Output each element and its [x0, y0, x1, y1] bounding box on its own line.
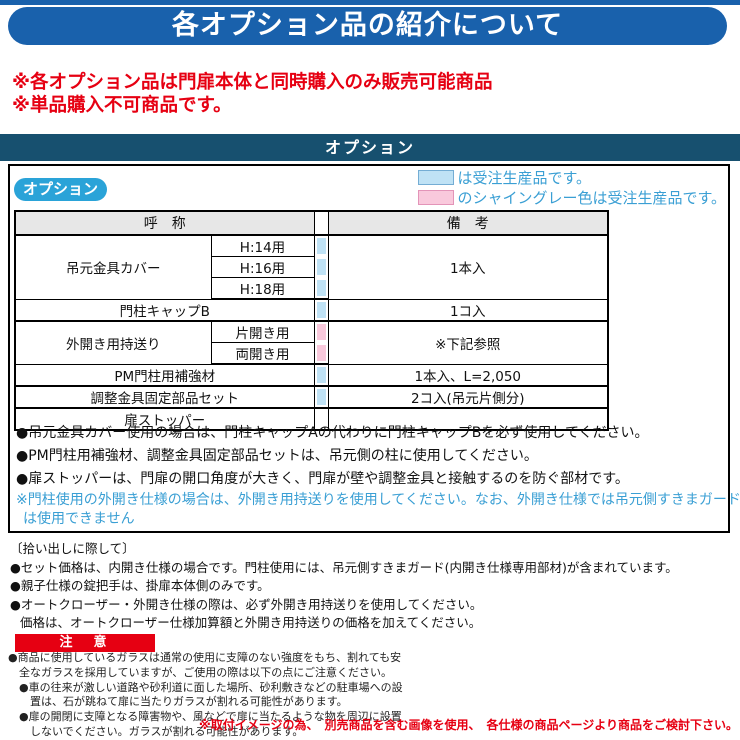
legend-blue-text: は受注生産品です。 — [457, 168, 591, 187]
column-header-remark: 備 考 — [327, 210, 609, 236]
cell-swatch-single-swing — [313, 321, 329, 343]
order-made-blue-chip — [316, 302, 326, 318]
cell-swatch-post-cap — [313, 299, 329, 322]
shine-gray-pink-swatch-icon — [418, 189, 455, 205]
column-header-name: 呼 称 — [14, 210, 315, 236]
cell-hinge-cover-name: 吊元金具カバー — [14, 234, 212, 300]
order-made-blue-chip — [316, 259, 326, 275]
table-row: 扉ストッパー — [14, 407, 609, 431]
box-note-1: ●吊元金具カバー使用の場合は、門柱キャップAの代わりに門柱キャップBを必ず使用し… — [16, 425, 649, 441]
cell-h16: H:16用 — [210, 256, 315, 278]
cell-outward-bracket-name: 外開き用持送り — [14, 320, 212, 365]
purchase-notice-line-2: ※単品購入不可商品です。 — [12, 94, 232, 116]
box-notes: ●吊元金具カバー使用の場合は、門柱キャップAの代わりに門柱キャップBを必ず使用し… — [16, 422, 740, 529]
shine-gray-pink-chip — [316, 324, 326, 341]
cell-pm-post-reinforcement-name: PM門柱用補強材 — [14, 363, 315, 387]
caution-line-2: 全なガラスを採用していますが、ご使用の際は以下の点にご注意ください。 — [19, 665, 393, 679]
table-row: H:18用 — [15, 277, 608, 300]
order-made-blue-chip — [316, 389, 326, 405]
option-tag: オプション — [14, 178, 108, 201]
cell-double-swing: 両開き用 — [210, 342, 315, 365]
legend-pink-text: のシャイングレー色は受注生産品です。 — [457, 188, 726, 207]
cell-swatch-h18 — [313, 277, 329, 300]
purchase-notice: ※各オプション品は門扉本体と同時購入のみ販売可能商品 ※単品購入不可商品です。 — [12, 72, 493, 117]
legend-row-pink: のシャイングレー色は受注生産品です。 — [418, 187, 726, 207]
option-box: オプション は受注生産品です。 のシャイングレー色は受注生産品です。 呼 称 備… — [8, 164, 740, 533]
cell-post-cap-name: 門柱キャップB — [14, 298, 315, 322]
caution-line-4: 置は、石が跳ねて扉に当たりガラスが割れる可能性があります。 — [30, 695, 348, 709]
caution-section: ●商品に使用しているガラスは通常の使用に支障のない強度をもち、割れても安 全なガ… — [8, 651, 403, 740]
caution-line-5: ●扉の開閉に支障となる障害物や、風などで扉に当たるような物を周辺に設置 — [19, 710, 402, 724]
table-row: 外開き用持送り 片開き用 ※下記参照 — [14, 320, 609, 365]
cell-outward-bracket-remark: ※下記参照 — [327, 320, 609, 365]
cell-door-stopper-remark — [327, 407, 609, 431]
cell-swatch-pm-post — [313, 364, 329, 387]
pickup-note-4: 価格は、オートクローザー仕様加算額と外開き用持送りの価格を加えてください。 — [20, 615, 482, 630]
cell-hinge-cover-remark: 1本入 — [327, 234, 609, 300]
caution-line-1: ●商品に使用しているガラスは通常の使用に支障のない強度をもち、割れても安 — [8, 651, 402, 664]
order-made-blue-chip — [316, 367, 326, 383]
table-row: 両開き用 — [15, 342, 608, 365]
box-note-3: ●扉ストッパーは、門扉の開口角度が大きく、門扉が壁や調整金具と接触するのを防ぐ部… — [16, 471, 629, 487]
box-note-4-line-1: ※門柱使用の外開き仕様の場合は、外開き用持送りを使用してください。なお、外開き仕… — [16, 492, 740, 508]
table-header-row: 呼 称 備 考 — [14, 210, 609, 236]
top-accent-bar — [0, 0, 740, 5]
order-made-blue-chip — [316, 238, 326, 255]
cell-h18: H:18用 — [210, 277, 315, 300]
pickup-note-2: ●親子仕様の錠把手は、掛扉本体側のみです。 — [10, 578, 270, 593]
pickup-note-3: ●オートクローザー・外開き仕様の際は、必ず外開き用持送りを使用してください。 — [10, 596, 483, 612]
table-row: 吊元金具カバー H:14用 1本入 — [14, 234, 609, 300]
section-header-bar: オプション — [0, 134, 740, 161]
caution-line-3: ●車の往来が激しい道路や砂利道に面した場所、砂利敷きなどの駐車場への設 — [19, 680, 403, 694]
page-title-banner: 各オプション品の紹介について — [8, 7, 727, 45]
cell-swatch-adjust-fitting — [313, 386, 329, 409]
order-made-blue-swatch-icon — [418, 169, 455, 185]
table-row: 調整金具固定部品セット 2コ入(吊元片側分) — [14, 385, 609, 409]
option-table: 呼 称 備 考 吊元金具カバー H:14用 1本入 H:16用 H:18用 門柱… — [14, 210, 609, 431]
legend-row-blue: は受注生産品です。 — [418, 167, 726, 187]
table-row: 門柱キャップB 1コ入 — [14, 298, 609, 322]
cell-h14: H:14用 — [210, 234, 315, 257]
cell-swatch-h14 — [313, 235, 329, 257]
cell-adjust-fitting-set-remark: 2コ入(吊元片側分) — [327, 385, 609, 409]
order-made-blue-chip — [316, 279, 326, 296]
cell-door-stopper-name: 扉ストッパー — [14, 407, 315, 431]
pickup-heading: 〔拾い出しに際して〕 — [10, 541, 135, 556]
page-title: 各オプション品の紹介について — [171, 10, 564, 41]
table-row: PM門柱用補強材 1本入、L=2,050 — [14, 363, 609, 387]
box-note-4-line-2: は使用できません — [23, 511, 135, 527]
pickup-section: 〔拾い出しに際して〕 ●セット価格は、内開き仕様の場合です。門柱使用には、吊元側… — [10, 540, 678, 633]
pickup-note-1: ●セット価格は、内開き仕様の場合です。門柱使用には、吊元側すきまガード(内開き仕… — [10, 559, 678, 575]
cell-post-cap-remark: 1コ入 — [327, 298, 609, 322]
footer-note: ※取付イメージの為、 別売商品を含む画像を使用、 各仕様の商品ページより商品をご… — [199, 718, 738, 732]
cell-single-swing: 片開き用 — [210, 320, 315, 343]
purchase-notice-line-1: ※各オプション品は門扉本体と同時購入のみ販売可能商品 — [12, 72, 493, 93]
shine-gray-pink-chip — [316, 344, 326, 361]
cell-adjust-fitting-set-name: 調整金具固定部品セット — [14, 385, 315, 409]
cell-swatch-h16 — [313, 256, 329, 278]
column-header-swatch — [313, 210, 329, 236]
legend: は受注生産品です。 のシャイングレー色は受注生産品です。 — [418, 167, 726, 207]
section-header-label: オプション — [324, 138, 415, 157]
caution-badge: 注 意 — [15, 634, 155, 652]
table-row: H:16用 — [15, 256, 608, 278]
cell-pm-post-reinforcement-remark: 1本入、L=2,050 — [327, 363, 609, 387]
caution-line-6: しないでください。ガラスが割れる可能性があります。 — [30, 724, 304, 738]
cell-swatch-double-swing — [313, 342, 329, 365]
box-note-2: ●PM門柱用補強材、調整金具固定部品セットは、吊元側の柱に使用してください。 — [16, 448, 538, 464]
